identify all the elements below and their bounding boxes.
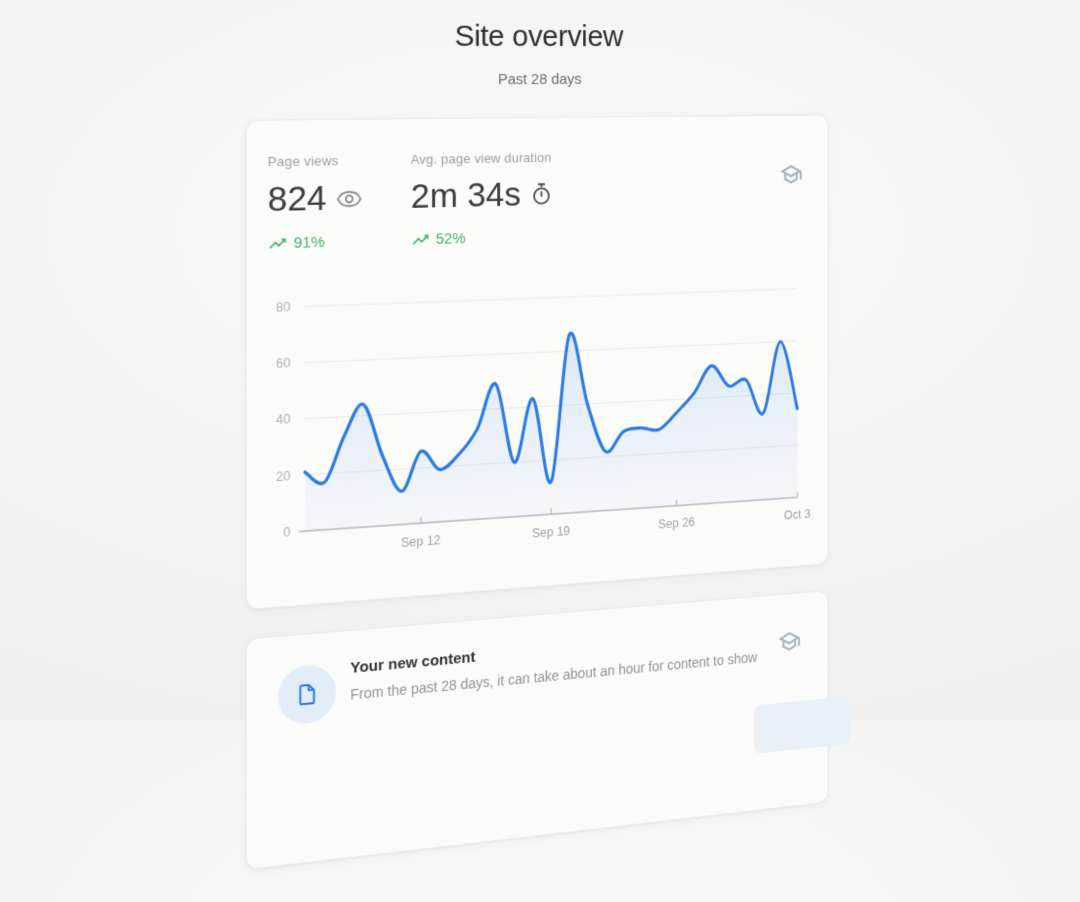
page-subtitle: Past 28 days [0,70,1024,91]
svg-text:Sep 19: Sep 19 [532,523,570,540]
graduation-cap-icon[interactable] [778,628,801,655]
content-thumbnail-placeholder[interactable] [754,696,850,754]
metric-value: 824 [268,179,327,221]
svg-text:0: 0 [283,524,290,540]
metric-label: Page views [268,153,363,170]
document-icon [295,681,320,708]
svg-text:40: 40 [276,412,290,428]
new-content-card[interactable]: Your new content From the past 28 days, … [246,590,829,870]
metric-avg-duration: Avg. page view duration 2m 34s 52% [411,150,554,250]
svg-text:Oct 3: Oct 3 [784,506,811,522]
metric-trend: 52% [411,227,554,250]
metric-page-views: Page views 824 91% [268,153,363,254]
metric-trend: 91% [268,232,363,254]
graduation-cap-icon[interactable] [779,162,802,187]
metric-label: Avg. page view duration [411,150,554,167]
monitor-screen: Site overview Past 28 days Page views 82… [0,0,1024,776]
chart-svg: 0 20 40 60 80 Sep 12 Sep 19 Sep 26 Oct 3 [251,259,824,601]
overview-card[interactable]: Page views 824 91% Avg. page view dura [246,114,829,610]
svg-text:Sep 12: Sep 12 [401,532,441,550]
timer-icon [530,182,554,207]
page-views-chart[interactable]: 0 20 40 60 80 Sep 12 Sep 19 Sep 26 Oct 3 [251,259,824,601]
trending-up-icon [268,233,288,253]
eye-icon [336,185,363,212]
svg-text:20: 20 [276,468,290,484]
trending-up-icon [411,230,430,250]
svg-text:80: 80 [276,299,290,315]
metrics-row: Page views 824 91% Avg. page view dura [268,150,554,254]
metric-value: 2m 34s [411,175,521,217]
svg-text:Sep 26: Sep 26 [658,514,695,531]
svg-text:60: 60 [276,355,290,371]
document-icon-circle [278,663,336,726]
page-title: Site overview [0,17,1024,54]
